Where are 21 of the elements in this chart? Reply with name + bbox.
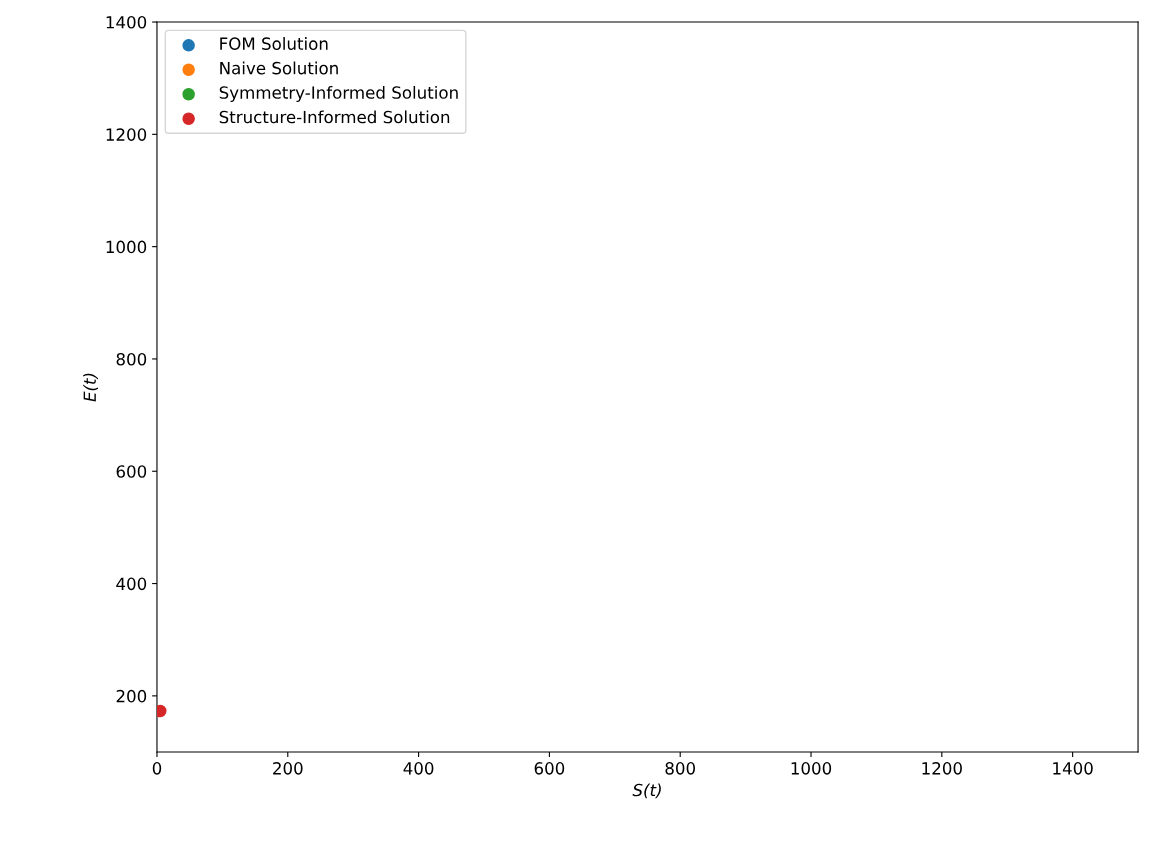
x-tick-label: 400: [403, 762, 434, 775]
x-tick-label: 200: [273, 762, 303, 775]
x-tick-label: 1000: [791, 762, 832, 775]
x-tick-label: 0: [152, 762, 162, 775]
y-tick-label: 600: [116, 465, 147, 478]
y-tick-label: 400: [116, 577, 147, 591]
legend-label: Structure-Informed Solution: [219, 110, 450, 124]
y-tick-label: 200: [116, 689, 147, 703]
x-tick-label: 800: [665, 762, 696, 775]
y-axis-title: E(t): [83, 373, 99, 402]
x-tick-label: 1200: [922, 762, 962, 775]
legend-label: FOM Solution: [220, 37, 328, 50]
x-axis-title: S(t): [632, 783, 661, 799]
y-tick-label: 1200: [106, 128, 147, 141]
x-tick-label: 1400: [1053, 762, 1093, 775]
y-tick-label: 1000: [106, 240, 147, 254]
y-tick-label: 1400: [106, 16, 147, 29]
legend-label: Naive Solution: [220, 61, 338, 75]
x-tick-label: 600: [534, 762, 565, 775]
y-tick-label: 800: [116, 352, 147, 366]
legend-label: Symmetry-Informed Solution: [219, 85, 458, 103]
